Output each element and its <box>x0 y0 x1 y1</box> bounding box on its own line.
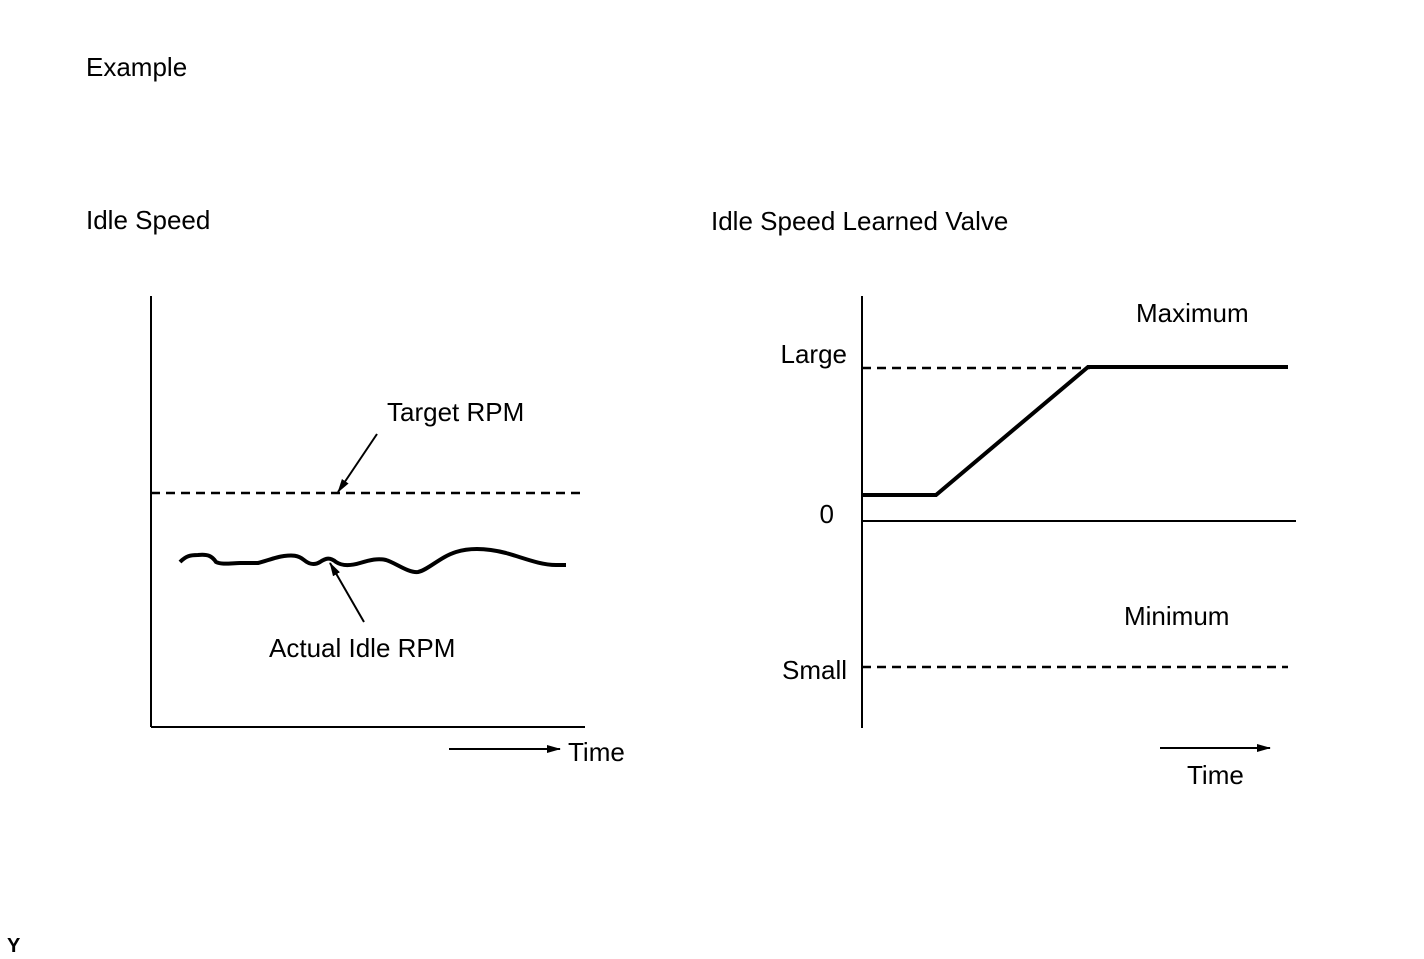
actual-idle-rpm-line <box>178 547 566 575</box>
figure-code: Y <box>7 935 21 957</box>
small-label: Small <box>782 655 847 685</box>
actual-idle-rpm-leader-arrow <box>329 562 365 623</box>
target-rpm-label: Target RPM <box>387 397 524 427</box>
right-time-label: Time <box>1187 760 1244 790</box>
right-chart-title: Idle Speed Learned Valve <box>711 206 1008 236</box>
right-chart: Large 0 Small Maximum Minimum Time <box>781 296 1296 790</box>
zero-label: 0 <box>820 499 834 529</box>
page-heading: Example <box>86 52 187 82</box>
left-chart: Target RPM Actual Idle RPM Time <box>150 296 625 767</box>
left-time-label: Time <box>568 737 625 767</box>
large-label: Large <box>781 339 848 369</box>
target-rpm-leader-arrow <box>337 433 378 493</box>
left-chart-title: Idle Speed <box>86 205 210 235</box>
learned-value-line <box>862 365 1288 497</box>
maximum-label: Maximum <box>1136 298 1249 328</box>
minimum-label: Minimum <box>1124 601 1229 631</box>
actual-idle-rpm-label: Actual Idle RPM <box>269 633 455 663</box>
